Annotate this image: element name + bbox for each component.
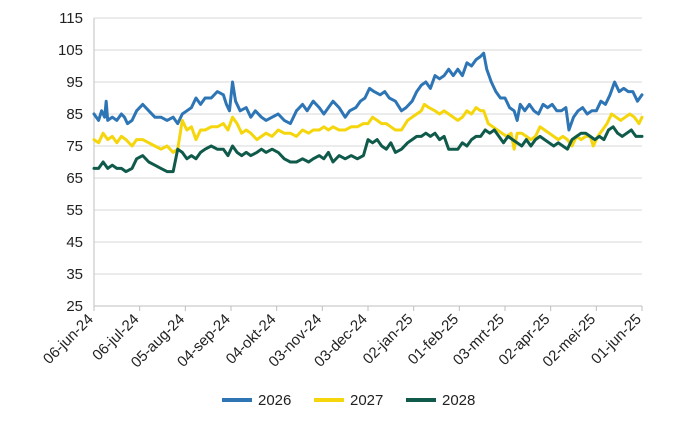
series-line-2028 [92, 125, 644, 174]
y-tick-label: 85 [66, 106, 83, 123]
y-tick-label: 65 [66, 170, 83, 187]
legend-label-2027: 2027 [350, 392, 383, 409]
legend-label-2028: 2028 [442, 392, 475, 409]
series-line-2026 [92, 51, 644, 132]
x-tick-label: 06-jun-24 [40, 311, 97, 368]
y-tick-label: 45 [66, 234, 83, 251]
y-tick-label: 55 [66, 202, 83, 219]
x-tick-label: 01-jun-25 [588, 311, 645, 368]
y-tick-label: 105 [58, 42, 83, 59]
y-tick-label: 75 [66, 138, 83, 155]
y-tick-label: 95 [66, 74, 83, 91]
y-tick-label: 115 [59, 10, 83, 27]
y-tick-label: 25 [66, 298, 83, 315]
legend: 2026 2027 2028 [222, 392, 475, 409]
series-line-2027 [92, 102, 644, 154]
y-axis-tick-labels: 25 35 45 55 65 75 85 95 105 115 [58, 10, 83, 315]
legend-label-2026: 2026 [258, 392, 291, 409]
y-gridlines [94, 17, 642, 275]
x-axis-tick-labels: 06-jun-2406-jul-2405-aug-2404-sep-2404-o… [40, 306, 645, 371]
y-tick-label: 35 [66, 266, 83, 283]
